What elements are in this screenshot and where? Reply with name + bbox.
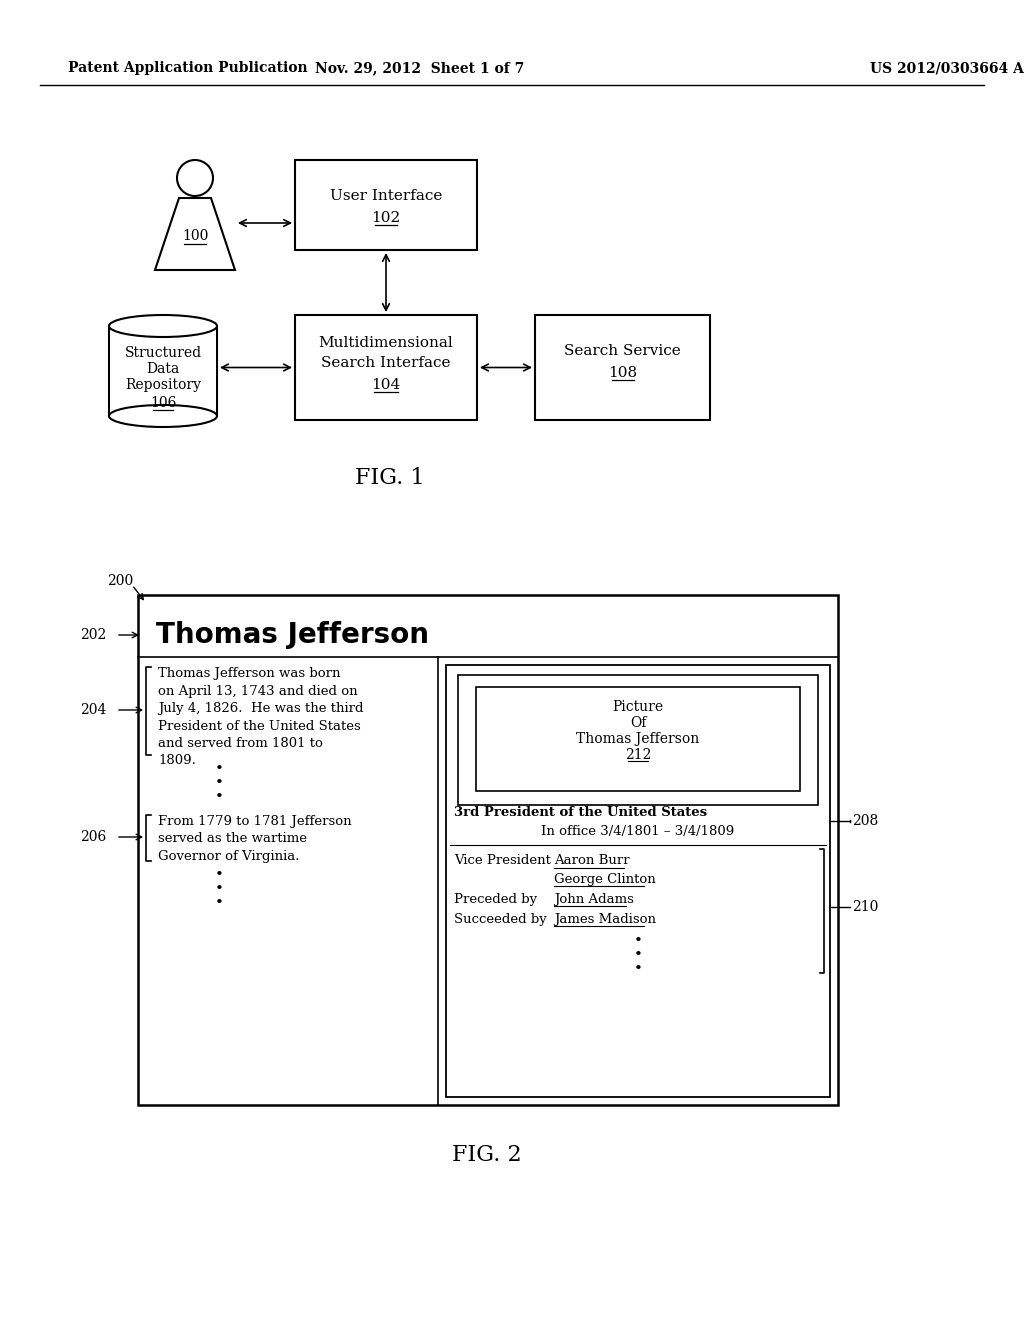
- Text: Search Interface: Search Interface: [322, 356, 451, 370]
- Bar: [476, 686, 800, 791]
- Text: •: •: [634, 948, 642, 962]
- Bar: [535, 315, 710, 420]
- Bar: [295, 315, 477, 420]
- Text: •: •: [634, 962, 642, 975]
- Text: 100: 100: [182, 228, 208, 243]
- Text: User Interface: User Interface: [330, 189, 442, 203]
- Text: James Madison: James Madison: [554, 912, 656, 925]
- Text: Of: Of: [630, 715, 646, 730]
- Text: Thomas Jefferson was born
on April 13, 1743 and died on
July 4, 1826.  He was th: Thomas Jefferson was born on April 13, 1…: [158, 667, 364, 767]
- Text: Picture: Picture: [612, 700, 664, 714]
- Text: 206: 206: [80, 830, 106, 843]
- Bar: [446, 665, 830, 1097]
- Text: Search Service: Search Service: [564, 345, 681, 358]
- Text: •: •: [215, 762, 223, 776]
- Ellipse shape: [109, 405, 217, 426]
- Text: In office 3/4/1801 – 3/4/1809: In office 3/4/1801 – 3/4/1809: [542, 825, 734, 837]
- Text: Patent Application Publication: Patent Application Publication: [68, 61, 307, 75]
- Ellipse shape: [109, 315, 217, 337]
- Text: •: •: [634, 935, 642, 948]
- Text: 200: 200: [106, 574, 133, 587]
- Text: 3rd President of the United States: 3rd President of the United States: [454, 807, 708, 820]
- Text: US 2012/0303664 A1: US 2012/0303664 A1: [870, 61, 1024, 75]
- Text: •: •: [215, 882, 223, 896]
- Text: FIG. 2: FIG. 2: [453, 1144, 522, 1166]
- Text: 106: 106: [150, 396, 176, 411]
- Text: 108: 108: [608, 366, 637, 380]
- Text: Structured: Structured: [125, 346, 202, 360]
- Text: George Clinton: George Clinton: [554, 873, 655, 886]
- Text: Thomas Jefferson: Thomas Jefferson: [156, 620, 429, 649]
- Polygon shape: [155, 198, 234, 271]
- Text: John Adams: John Adams: [554, 892, 634, 906]
- Text: 208: 208: [852, 814, 879, 828]
- Text: Nov. 29, 2012  Sheet 1 of 7: Nov. 29, 2012 Sheet 1 of 7: [315, 61, 524, 75]
- Text: Multidimensional: Multidimensional: [318, 337, 454, 350]
- Text: 212: 212: [625, 748, 651, 762]
- Circle shape: [177, 160, 213, 195]
- Text: •: •: [215, 896, 223, 909]
- Bar: [110, 326, 216, 416]
- Text: Succeeded by: Succeeded by: [454, 912, 547, 925]
- Bar: [295, 160, 477, 249]
- Text: 204: 204: [80, 704, 106, 717]
- Text: Thomas Jefferson: Thomas Jefferson: [577, 733, 699, 746]
- Text: FIG. 1: FIG. 1: [355, 467, 425, 488]
- Bar: [458, 675, 818, 805]
- Text: 202: 202: [80, 628, 106, 642]
- Text: •: •: [215, 789, 223, 804]
- Text: Preceded by: Preceded by: [454, 892, 538, 906]
- Text: 104: 104: [372, 378, 400, 392]
- Text: Repository: Repository: [125, 378, 201, 392]
- Text: From 1779 to 1781 Jefferson
served as the wartime
Governor of Virginia.: From 1779 to 1781 Jefferson served as th…: [158, 814, 351, 863]
- Text: Aaron Burr: Aaron Burr: [554, 854, 630, 867]
- Text: Vice President: Vice President: [454, 854, 551, 867]
- Text: Data: Data: [146, 362, 179, 376]
- Text: 210: 210: [852, 900, 879, 913]
- Text: 102: 102: [372, 211, 400, 224]
- Text: •: •: [215, 869, 223, 882]
- Bar: [138, 595, 838, 1105]
- Text: •: •: [215, 776, 223, 789]
